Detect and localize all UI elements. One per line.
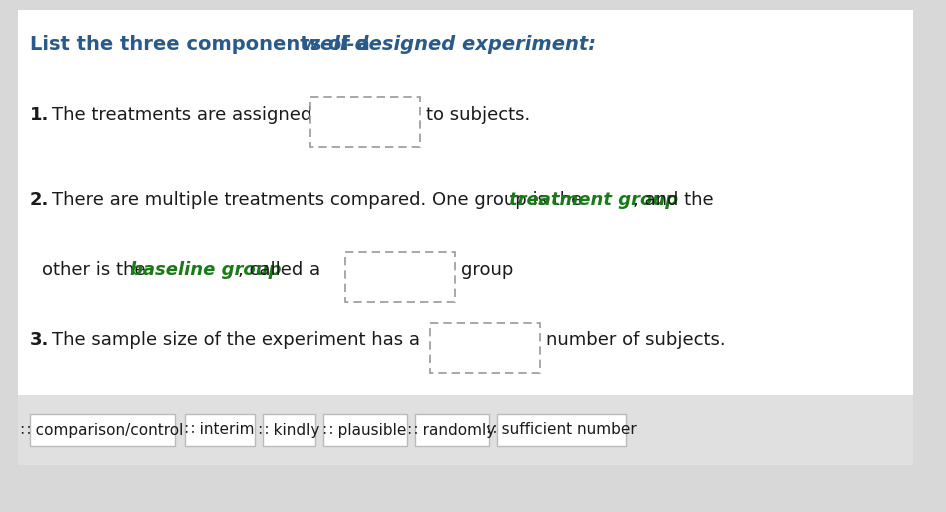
Text: other is the: other is the	[42, 261, 151, 279]
Text: , called a: , called a	[238, 261, 320, 279]
Text: ∷ randomly: ∷ randomly	[409, 422, 496, 437]
Text: The treatments are assigned: The treatments are assigned	[52, 106, 312, 124]
Bar	[18, 395, 913, 465]
Bar	[185, 414, 255, 446]
Text: 3.: 3.	[30, 331, 49, 349]
Text: ∷ interim: ∷ interim	[185, 422, 254, 437]
Bar	[263, 414, 315, 446]
Bar	[18, 10, 913, 460]
Text: ∷ kindly: ∷ kindly	[259, 422, 319, 437]
Text: , and the: , and the	[633, 191, 713, 209]
Text: 2.: 2.	[30, 191, 49, 209]
Text: well-designed experiment:: well-designed experiment:	[302, 35, 596, 54]
Text: number of subjects.: number of subjects.	[546, 331, 726, 349]
Text: 1.: 1.	[30, 106, 49, 124]
Text: ∷ comparison/control: ∷ comparison/control	[22, 422, 184, 437]
Text: List the three components of a: List the three components of a	[30, 35, 377, 54]
Bar	[323, 414, 407, 446]
Text: to subjects.: to subjects.	[426, 106, 531, 124]
Bar	[497, 414, 626, 446]
Text: The sample size of the experiment has a: The sample size of the experiment has a	[52, 331, 420, 349]
Bar	[345, 252, 455, 302]
Bar	[430, 323, 540, 373]
Text: baseline group: baseline group	[130, 261, 282, 279]
Text: ∷ sufficient number: ∷ sufficient number	[486, 422, 637, 437]
Bar	[310, 97, 420, 147]
Text: group: group	[461, 261, 514, 279]
Text: treatment group: treatment group	[509, 191, 678, 209]
Bar	[30, 414, 175, 446]
Bar	[415, 414, 489, 446]
Text: There are multiple treatments compared. One group is the: There are multiple treatments compared. …	[52, 191, 588, 209]
Text: ∷ plausible: ∷ plausible	[324, 422, 407, 437]
